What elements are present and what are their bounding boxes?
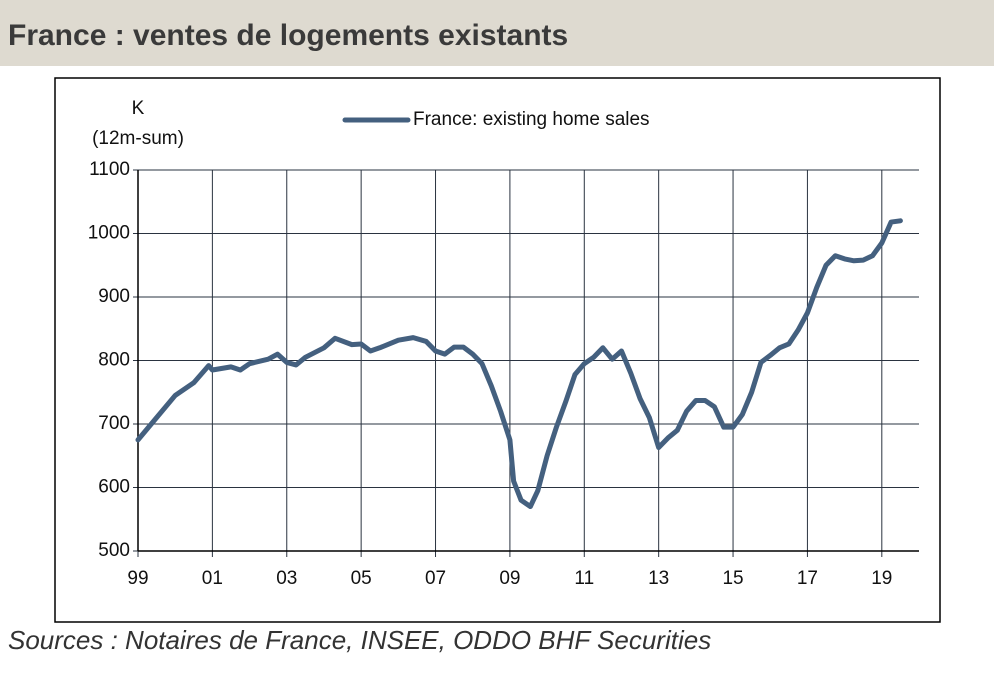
- x-tick-label: 05: [351, 568, 372, 589]
- x-tick-label: 01: [202, 568, 223, 589]
- y-unit: K: [132, 98, 145, 119]
- y-tick-label: 600: [98, 477, 130, 498]
- x-tick-label: 07: [425, 568, 446, 589]
- source-note: Sources : Notaires de France, INSEE, ODD…: [8, 625, 711, 655]
- chart-frame: [54, 77, 941, 623]
- y-tick-label: 700: [98, 413, 130, 434]
- data-line: [135, 218, 903, 510]
- x-tick-label: 03: [276, 568, 297, 589]
- y-tick-label: 900: [98, 286, 130, 307]
- header-band: [0, 0, 994, 66]
- x-tick-label: 11: [574, 568, 594, 589]
- x-tick-label: 09: [499, 568, 520, 589]
- y-tick-label: 800: [98, 350, 130, 371]
- x-tick-label: 17: [797, 568, 818, 589]
- x-tick-label: 19: [871, 568, 892, 589]
- chart-title: France : ventes de logements existants: [8, 19, 568, 52]
- y-tick-label: 1000: [88, 223, 130, 244]
- y-tick-label: 500: [98, 540, 130, 561]
- x-tick-label: 15: [722, 568, 743, 589]
- x-tick-label: 13: [648, 568, 669, 589]
- y-axis-label: (12m-sum): [92, 128, 184, 149]
- y-tick-label: 1100: [89, 159, 130, 180]
- legend-label: France: existing home sales: [413, 109, 650, 130]
- x-tick-label: 99: [127, 568, 148, 589]
